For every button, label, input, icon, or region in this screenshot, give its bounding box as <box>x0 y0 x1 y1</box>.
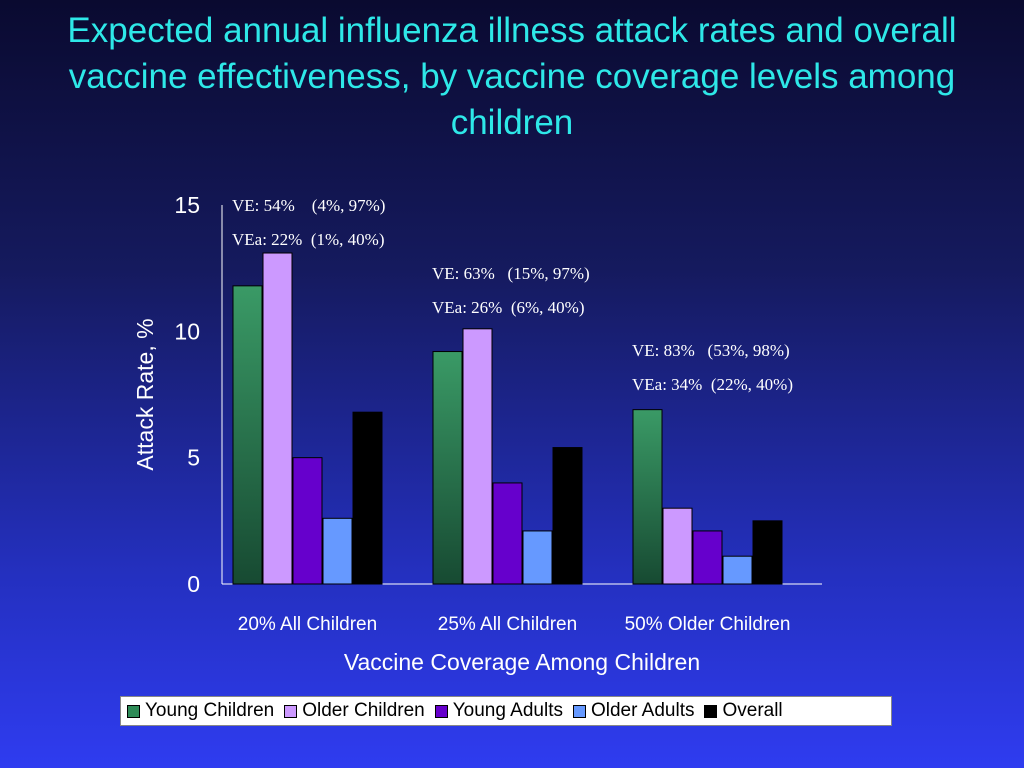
y-tick-label: 10 <box>174 318 200 344</box>
annotation-text: VE: 83% (53%, 98%) <box>632 341 790 360</box>
bar-overall <box>752 520 783 585</box>
bar-young-adults <box>492 482 523 585</box>
y-tick-label: 5 <box>187 445 200 471</box>
legend-swatch <box>284 704 298 718</box>
x-axis-label: Vaccine Coverage Among Children <box>344 649 700 675</box>
x-tick-label: 20% All Children <box>238 614 377 635</box>
bar-overall <box>552 447 583 585</box>
bar-young-children <box>232 285 263 585</box>
annotation-text: VE: 63% (15%, 97%) <box>432 264 590 283</box>
x-tick-label: 50% Older Children <box>625 614 791 635</box>
legend-label: Young Adults <box>452 700 563 721</box>
legend-item: Young Children <box>127 700 274 722</box>
y-tick-label: 0 <box>187 571 200 597</box>
bar-older-children <box>662 507 693 585</box>
bar-overall <box>352 411 383 585</box>
legend-swatch <box>127 704 140 718</box>
y-tick-label: 15 <box>174 192 200 218</box>
legend-swatch <box>434 704 448 718</box>
bar-young-adults <box>292 457 323 585</box>
legend: Young Children Older Children Young Adults… <box>120 696 892 726</box>
legend-item: Young Adults <box>434 700 563 722</box>
legend-label: Older Children <box>302 700 425 721</box>
legend-label: Older Adults <box>590 700 695 721</box>
bar-older-adults <box>522 530 553 585</box>
y-axis-label: Attack Rate, % <box>132 318 158 470</box>
bar-older-adults <box>722 555 753 585</box>
annotation-text: VE: 54% (4%, 97%) <box>232 196 385 215</box>
bar-older-children <box>262 252 293 585</box>
bar-older-children <box>462 328 493 585</box>
bar-young-children <box>432 351 463 585</box>
annotation-text: VEa: 34% (22%, 40%) <box>632 375 793 394</box>
annotation-text: VEa: 26% (6%, 40%) <box>432 298 585 317</box>
legend-item: Older Adults <box>572 700 695 722</box>
annotation-text: VEa: 22% (1%, 40%) <box>232 230 385 249</box>
legend-label: Overall <box>722 700 783 721</box>
bar-older-adults <box>322 517 353 585</box>
legend-item: Overall <box>704 700 783 722</box>
x-tick-label: 25% All Children <box>438 614 577 635</box>
legend-swatch <box>704 704 718 718</box>
legend-label: Young Children <box>145 700 275 721</box>
bar-young-adults <box>692 530 723 585</box>
chart-title: Expected annual influenza illness attack… <box>67 11 957 142</box>
legend-swatch <box>572 704 586 718</box>
bar-young-children <box>632 409 663 585</box>
legend-item: Older Children <box>284 700 425 722</box>
